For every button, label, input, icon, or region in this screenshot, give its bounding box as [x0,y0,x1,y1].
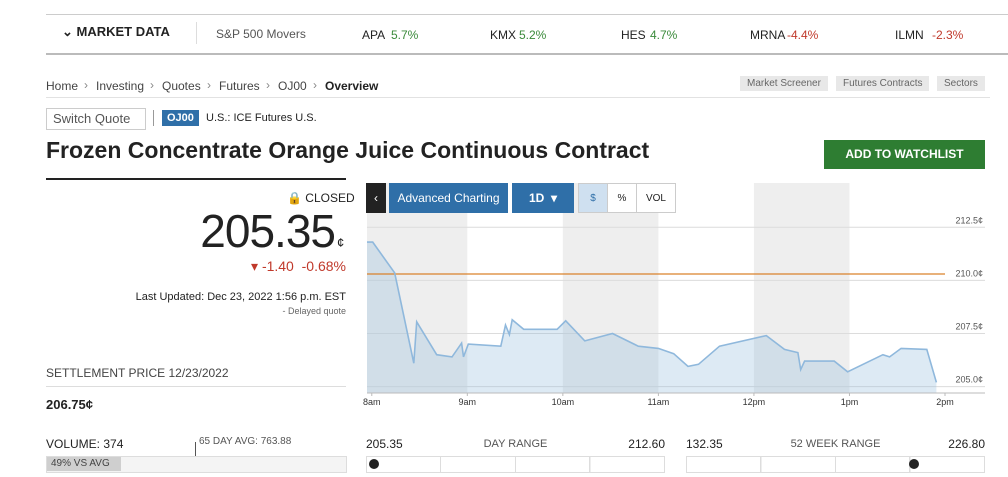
breadcrumb-item[interactable]: Futures [219,79,260,93]
ticker-symbol[interactable]: ILMN [895,28,924,42]
plot-background [367,183,985,393]
range-high: 226.80 [948,437,985,451]
change: ▾ -1.40 -0.68% [251,258,346,274]
ticker-symbol[interactable]: APA [362,28,386,42]
volume: VOLUME: 374 [46,437,124,451]
market-data-toggle[interactable]: ⌄ MARKET DATA [62,24,170,39]
x-tick-label: 1pm [841,397,859,407]
price-unit: ¢ [337,235,345,250]
y-tick-label: 210.0¢ [955,268,983,278]
interval-select[interactable]: 1D ▾ [512,183,574,213]
settlement-price: 206.75¢ [46,397,93,412]
x-tick-label: 10am [552,397,575,407]
y-tick-label: 205.0¢ [955,375,983,385]
tool-link[interactable]: Sectors [937,76,985,91]
ticker-symbol[interactable]: MRNA [750,28,786,42]
volume-toggle[interactable]: VOL [636,183,676,213]
x-tick-label: 9am [459,397,477,407]
y-tick-label: 207.5¢ [955,322,983,332]
breadcrumb-item: Overview [325,79,379,93]
volume-bar [46,456,347,473]
watchlist-button[interactable]: ADD TO WATCHLIST [824,140,985,169]
price-line [367,241,938,383]
range-high: 212.60 [628,437,665,451]
ticker-change: 5.7% [391,28,419,42]
group-label: S&P 500 Movers [216,27,306,41]
interval: 1D [528,191,545,205]
avg-volume: 65 DAY AVG: 763.88 [199,436,292,447]
divider [196,22,197,44]
x-tick-label: 11am [647,397,669,407]
volume-fill: 49% VS AVG [47,457,121,471]
x-tick-label: 8am [363,397,381,407]
settlement-label: SETTLEMENT PRICE 12/23/2022 [46,366,229,380]
percent-toggle[interactable]: % [607,183,637,213]
market-data-label: MARKET DATA [76,24,170,39]
range-low: 132.35 [686,437,723,451]
price-area [367,242,937,393]
ticker-bar [46,14,1008,55]
last-updated: Last Updated: Dec 23, 2022 1:56 p.m. EST [135,291,346,303]
breadcrumb-sep: › [313,78,317,92]
divider [46,97,990,98]
range-dot [909,459,919,469]
hour-band [753,183,850,393]
price: 205.35 [200,205,336,257]
breadcrumb-sep: › [266,78,270,92]
tool-link[interactable]: Futures Contracts [836,76,930,91]
page-title: Frozen Concentrate Orange Juice Continuo… [46,137,650,163]
range-label: 52 WEEK RANGE [790,438,881,450]
breadcrumb-item[interactable]: Investing [96,79,145,93]
switch-quote-input[interactable]: Switch Quote [46,108,146,130]
tool-link[interactable]: Market Screener [740,76,828,91]
delay-note: - Delayed quote [282,306,346,316]
change-value: -1.40 [261,258,294,274]
x-tick-label: 2pm [936,397,954,407]
y-tick-label: 212.5¢ [955,215,983,225]
breadcrumb-sep: › [84,78,88,92]
range-dot [369,459,379,469]
advanced-charting[interactable]: Advanced Charting [389,183,508,213]
range-bar [686,456,985,473]
ticker-change: -2.3% [932,28,964,42]
hour-band [562,183,659,393]
ticker-change: 5.2% [519,28,547,42]
divider [46,178,346,180]
hour-band [367,183,468,393]
breadcrumb-item[interactable]: Quotes [162,79,201,93]
collapse-button[interactable]: ‹ [366,183,386,213]
status-text: CLOSED [305,191,355,205]
symbol-badge: OJ00 [162,110,199,126]
breadcrumb-item[interactable]: OJ00 [278,79,307,93]
ticker-change: 4.7% [650,28,678,42]
ticker-change: -4.4% [787,28,819,42]
x-tick-label: 12pm [743,397,766,407]
breadcrumb-sep: › [207,78,211,92]
range-label: DAY RANGE [483,438,548,450]
divider [46,386,346,387]
status: 🔒 CLOSED [287,191,355,205]
ticker-symbol[interactable]: HES [621,28,646,42]
change-pct: -0.68% [301,258,346,274]
delay-text: Delayed quote [287,306,346,316]
exchange: U.S.: ICE Futures U.S. [206,112,317,124]
ticker-symbol[interactable]: KMX [490,28,517,42]
breadcrumb-sep: › [150,78,154,92]
range-bar [366,456,665,473]
range-low: 205.35 [366,437,403,451]
dollar-toggle[interactable]: $ [578,183,608,213]
breadcrumb-item[interactable]: Home [46,79,79,93]
divider [153,110,154,126]
